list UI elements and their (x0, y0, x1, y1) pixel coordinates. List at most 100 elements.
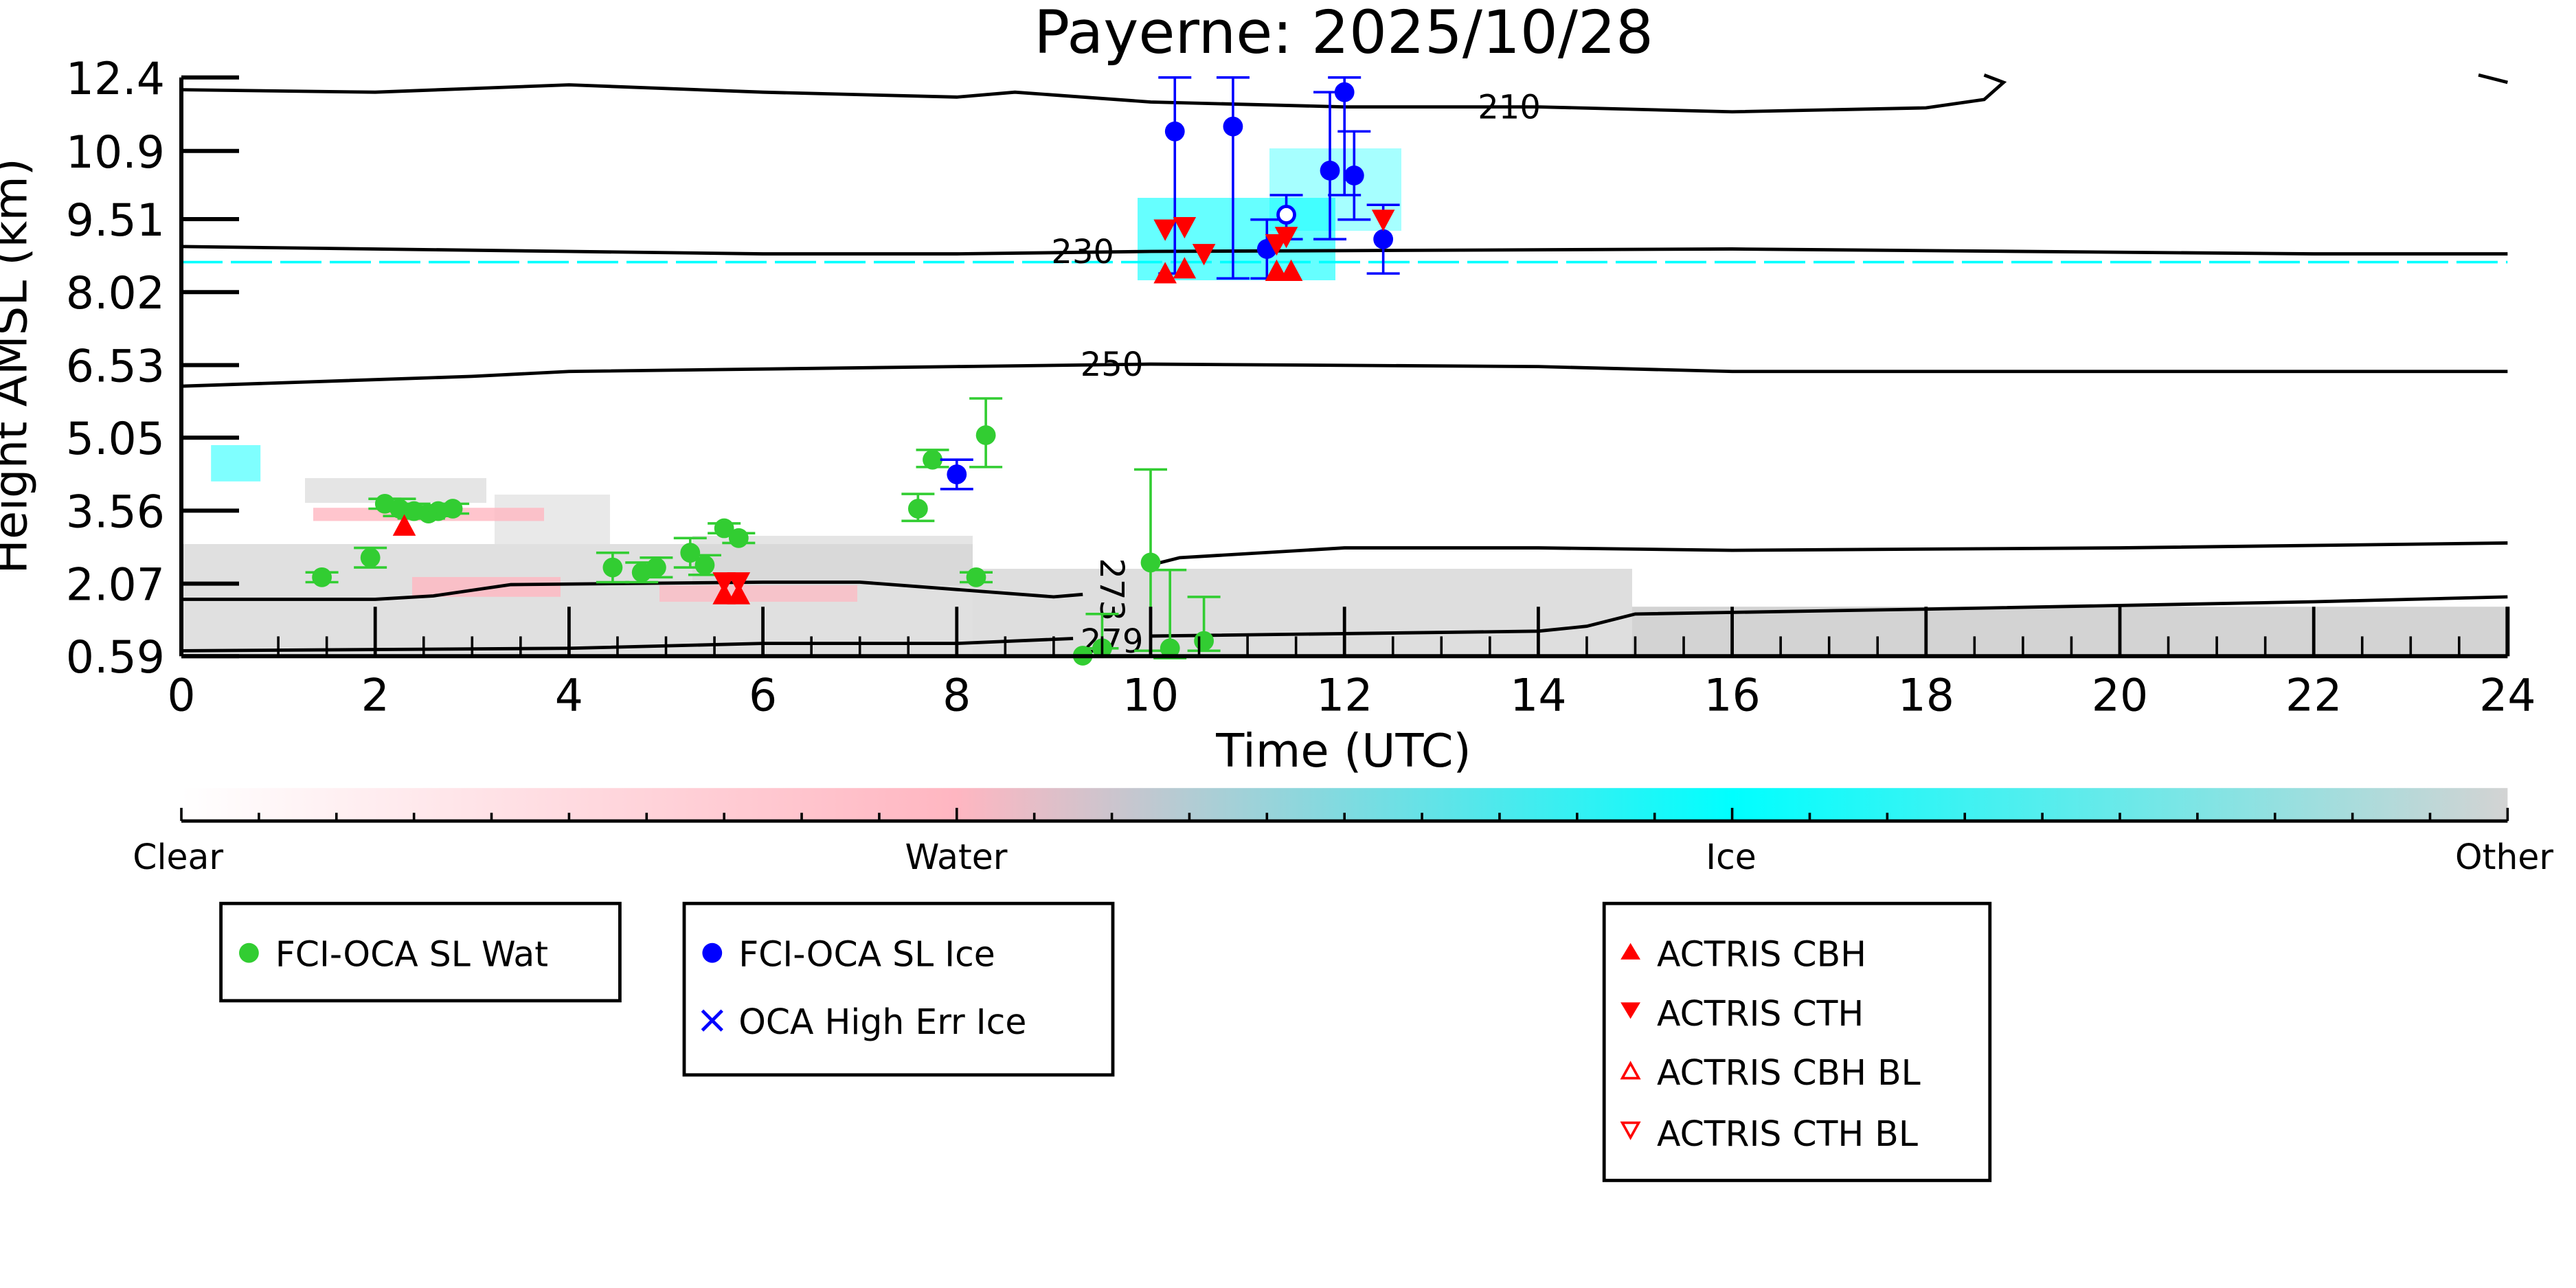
legend-actris: ACTRIS CBH ACTRIS CTH ACTRIS CBH BL ACTR… (1602, 901, 1992, 1182)
data-point-triangle-down (712, 572, 736, 594)
legend-marker-open-triangle-up (1620, 1061, 1641, 1080)
data-point-triangle-down (1192, 244, 1216, 266)
y-tick-label: 2.07 (66, 560, 165, 611)
data-point-circle (1164, 121, 1185, 142)
y-tick-label: 10.9 (66, 127, 165, 179)
data-point-circle (966, 567, 986, 587)
data-point-circle (694, 555, 715, 575)
data-point-circle (442, 499, 463, 519)
colorbar-label-ice: Ice (1706, 837, 1756, 877)
data-point-open-circle (1276, 205, 1296, 225)
y-axis-ticks: 0.59 2.07 3.56 5.05 6.53 8.02 9.51 10.9 12.4 (66, 54, 239, 683)
colorbar-label-other: Other (2455, 837, 2553, 877)
data-point-circle (1194, 631, 1214, 651)
x-tick-label: 18 (1898, 670, 1954, 721)
data-point-circle (1223, 116, 1243, 137)
x-tick-label: 24 (2479, 670, 2535, 721)
data-point-circle (360, 547, 381, 568)
x-tick-label: 4 (555, 670, 583, 721)
data-point-triangle-down (1153, 219, 1177, 241)
data-point-circle (1140, 552, 1161, 573)
data-point-circle (680, 543, 701, 563)
data-point-triangle-down (727, 572, 751, 594)
legend-label: OCA High Err Ice (738, 1002, 1026, 1042)
data-point-circle (646, 557, 666, 578)
contour-line-210 (181, 73, 2007, 114)
colorbar-ticks (180, 808, 2509, 822)
data-point-circle (428, 501, 449, 521)
legend-marker-triangle-up (1620, 942, 1640, 960)
x-tick-label: 6 (749, 670, 777, 721)
legend-label: ACTRIS CTH BL (1657, 1114, 1918, 1154)
x-tick-label: 8 (942, 670, 971, 721)
contour-line-250 (181, 362, 2508, 388)
legend-label: ACTRIS CBH (1657, 934, 1866, 974)
legend-ice: FCI-OCA SL Ice OCA High Err Ice (682, 901, 1115, 1077)
legend-label: ACTRIS CTH (1657, 993, 1864, 1034)
y-axis-label: Height AMSL (km) (0, 158, 37, 574)
data-point-triangle-up (1153, 262, 1177, 284)
colorbar-label-clear: Clear (133, 837, 223, 877)
legend-marker-green-circle (239, 942, 259, 963)
data-point-triangle-up (1173, 257, 1197, 279)
x-tick-label: 16 (1704, 670, 1760, 721)
contour-line-273 (1150, 541, 2508, 567)
contour-line-230 (181, 245, 2508, 256)
contour-label-230: 230 (1051, 233, 1114, 271)
legend-marker-triangle-down (1620, 1002, 1640, 1019)
data-point-circle (1334, 82, 1355, 102)
data-point-circle (1320, 160, 1340, 181)
contour-label-210: 210 (1478, 88, 1541, 126)
contour-label-273: 273 (1092, 558, 1131, 621)
y-tick-label: 3.56 (66, 486, 165, 538)
data-point-triangle-up (1265, 259, 1289, 281)
y-tick-label: 8.02 (66, 268, 165, 319)
data-point-triangle-down (1371, 210, 1395, 231)
x-tick-label: 22 (2285, 670, 2342, 721)
x-tick-label: 14 (1510, 670, 1566, 721)
legend-label: FCI-OCA SL Wat (275, 934, 548, 974)
y-tick-label: 5.05 (66, 414, 165, 465)
data-point-circle (907, 499, 928, 519)
legend-label: FCI-OCA SL Ice (738, 934, 995, 974)
legend-marker-open-triangle-down (1620, 1121, 1641, 1140)
contour-label-250: 250 (1081, 346, 1144, 384)
data-point-circle (728, 528, 749, 548)
colorbar-label-water: Water (905, 837, 1008, 877)
data-point-triangle-up (392, 514, 416, 536)
x-axis-label: Time (UTC) (1215, 724, 1471, 778)
data-point-triangle-down (1274, 227, 1298, 249)
data-point-circle (923, 449, 942, 470)
x-tick-label: 0 (167, 670, 195, 721)
x-tick-label: 12 (1316, 670, 1372, 721)
data-point-circle (404, 501, 425, 521)
x-tick-label: 2 (361, 670, 389, 721)
legend-label: ACTRIS CBH BL (1657, 1052, 1921, 1093)
data-point-circle (1344, 166, 1364, 185)
data-point-circle (312, 567, 332, 587)
data-point-circle (602, 557, 623, 578)
data-point-triangle-down (1173, 216, 1197, 239)
data-point-circle (1373, 229, 1394, 249)
y-tick-label: 0.59 (66, 632, 165, 683)
contour-line-273 (181, 580, 1083, 601)
chart-title: Payerne: 2025/10/28 (1034, 0, 1653, 67)
y-tick-label: 6.53 (66, 341, 165, 393)
data-marks (305, 76, 1400, 666)
data-point-circle (975, 425, 996, 445)
y-tick-label: 9.51 (66, 195, 165, 247)
legend-marker-blue-circle (702, 942, 723, 963)
data-point-triangle-up (1279, 259, 1303, 281)
data-point-circle (1160, 638, 1180, 659)
x-tick-label: 20 (2092, 670, 2148, 721)
x-axis-ticks: 0 2 4 6 8 10 12 14 16 18 20 22 24 (167, 607, 2536, 721)
legend-water: FCI-OCA SL Wat (219, 901, 622, 1003)
contour-line-210 (2478, 73, 2508, 84)
cloud-phase-mask (181, 148, 2508, 657)
y-tick-label: 12.4 (66, 54, 165, 105)
data-point-circle (947, 464, 967, 484)
legend-marker-blue-x (701, 1009, 723, 1032)
x-tick-label: 10 (1122, 670, 1179, 721)
